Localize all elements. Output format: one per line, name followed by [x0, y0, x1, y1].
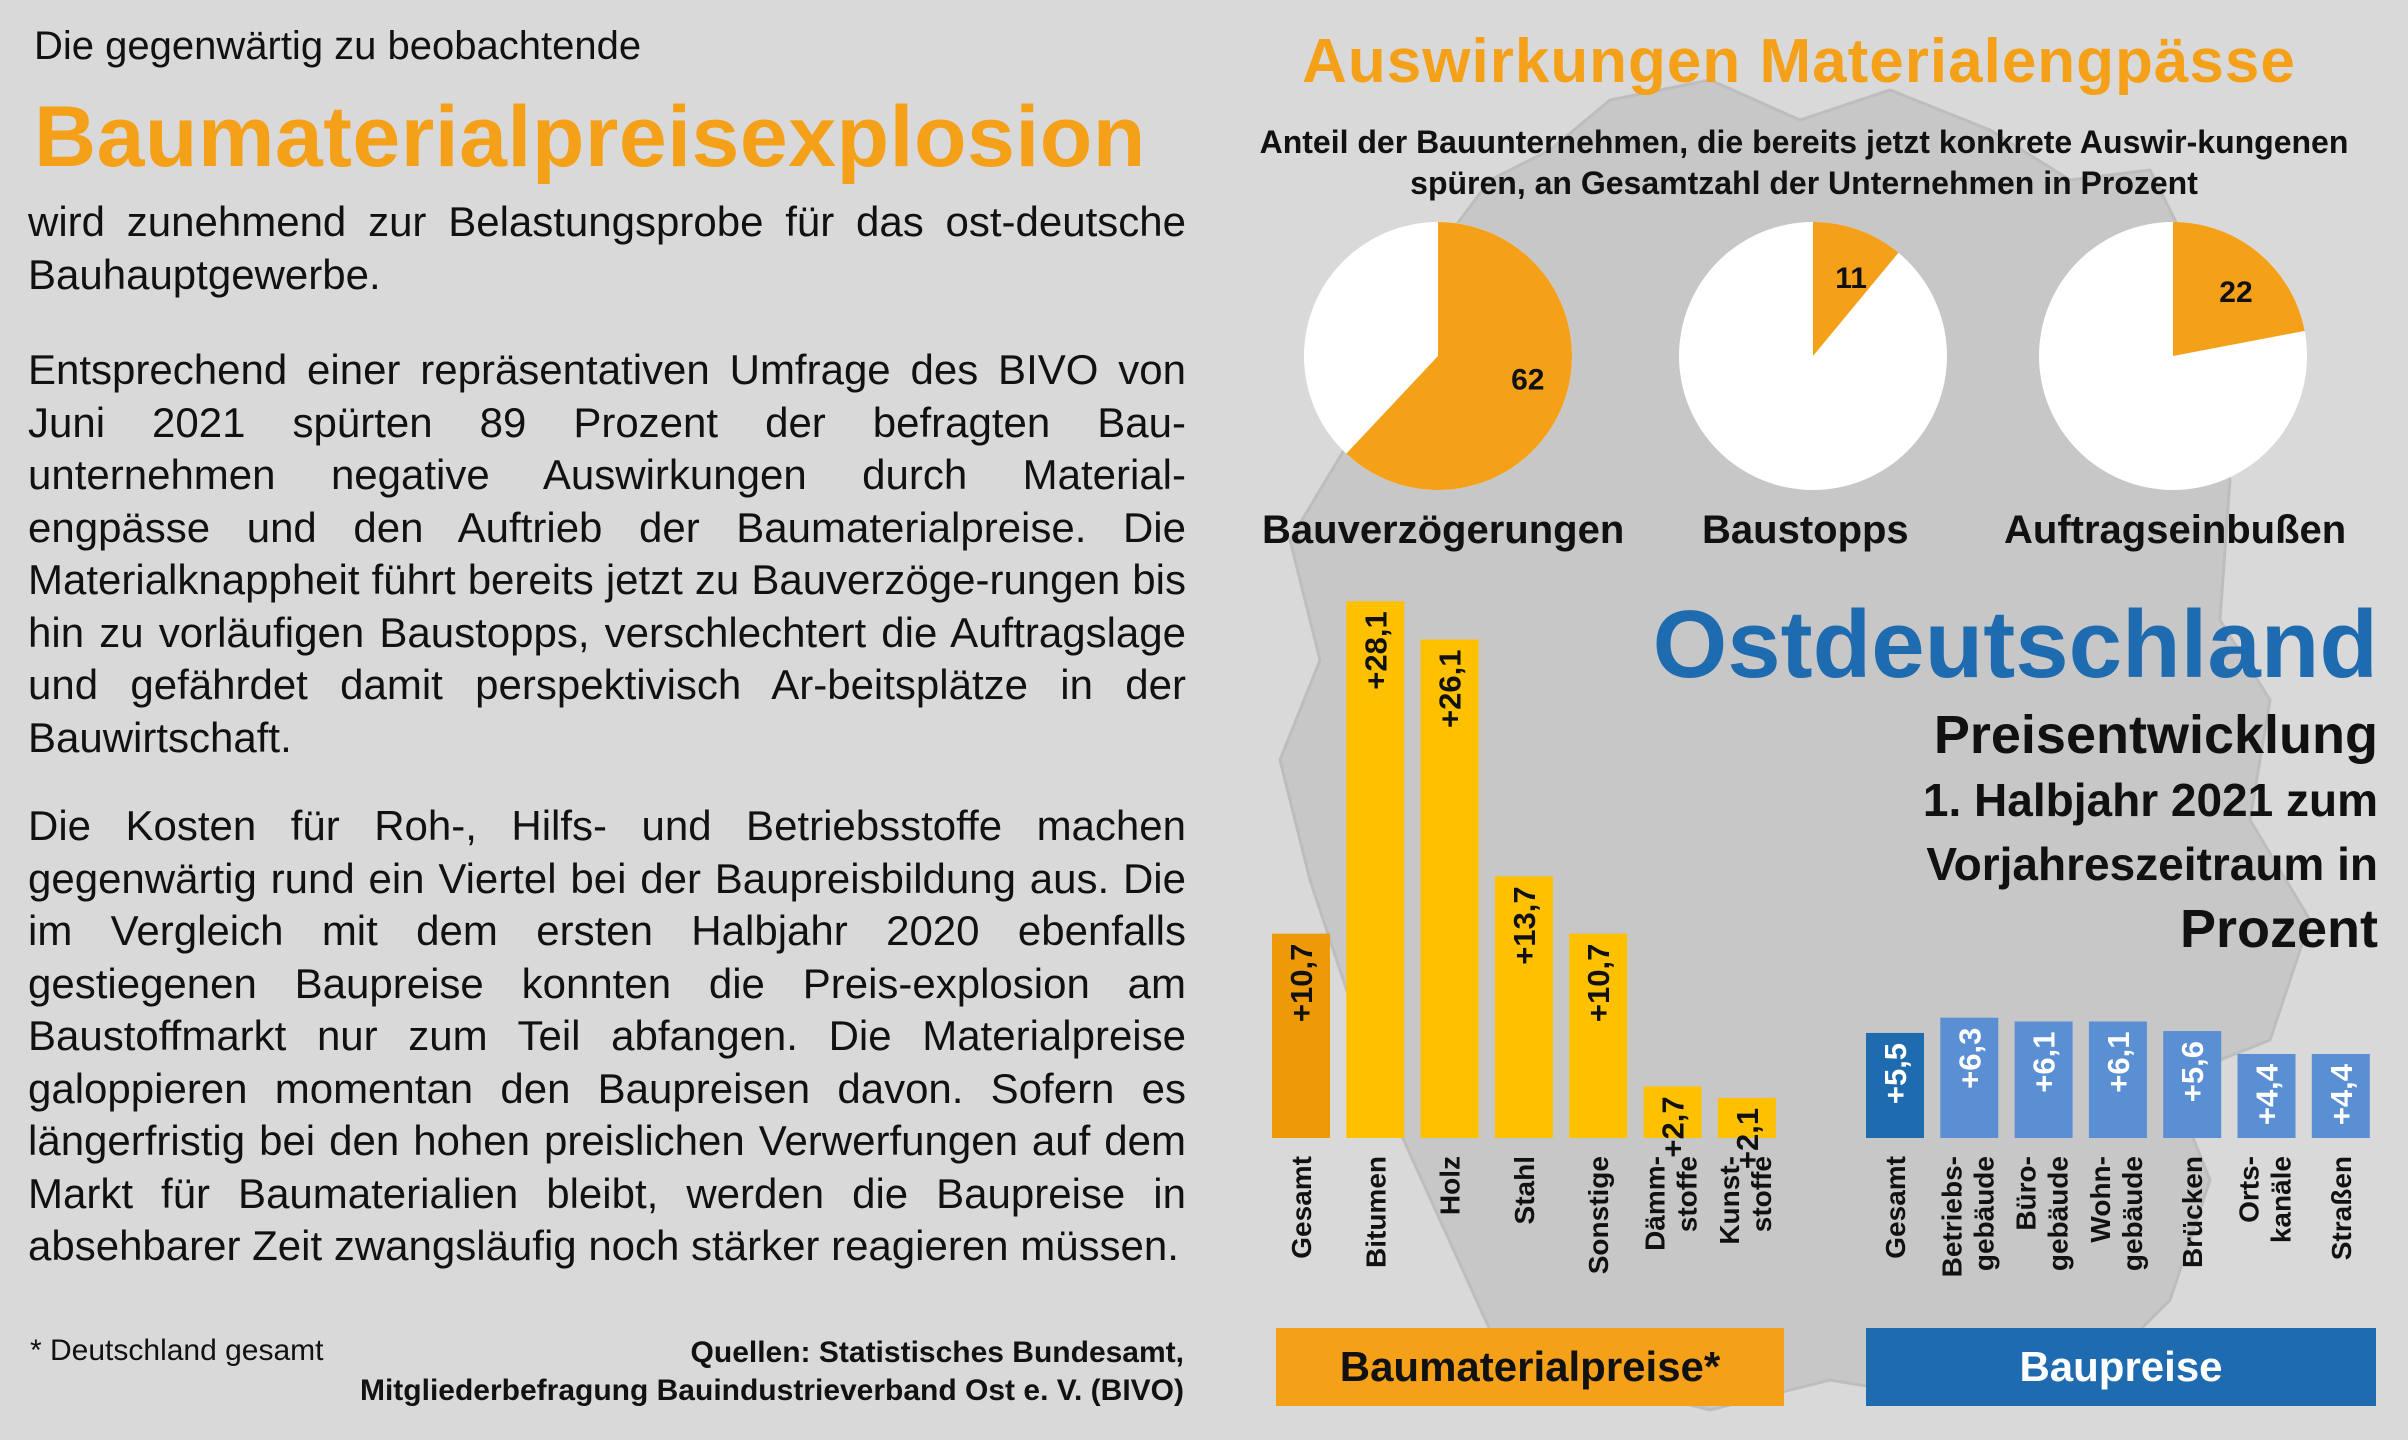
bar [2311, 1053, 2370, 1138]
bar [1866, 1032, 1924, 1138]
bar-category-label: Dämm- [1640, 1156, 1671, 1251]
bar-category-label: stoffe [1746, 1156, 1777, 1232]
pie-2: 11 [1679, 222, 1947, 490]
bar-value-label: +2,1 [1730, 1108, 1765, 1169]
bar [1420, 639, 1479, 1138]
bar-value-label: +4,4 [2250, 1063, 2285, 1125]
bar-value-label: +26,1 [1433, 649, 1468, 727]
baupreise-label-box: Baupreise [1866, 1328, 2376, 1406]
bar-charts: +10,7 Gesamt +28,1 Bitumen +26,1 Holz +13,7 Sta… [1272, 601, 2370, 1277]
headline: Baumaterialpreisexplosion [34, 89, 1146, 185]
intro-line: Die gegenwärtig zu beobachtende [34, 24, 642, 68]
preis-line-2b: Vorjahreszeitraum in [1926, 838, 2378, 890]
bar-category-label: Holz [1435, 1156, 1466, 1215]
bar [1643, 1086, 1702, 1138]
bar-category-label: Gesamt [1286, 1156, 1317, 1259]
bar-value-label: +2,7 [1656, 1096, 1691, 1157]
bar [1940, 1017, 1999, 1138]
bar-value-label: +4,4 [2324, 1063, 2359, 1125]
preis-line-2a: 1. Halbjahr 2021 zum [1922, 774, 2378, 826]
right-subtitle: Anteil der Bauunternehmen, die bereits j… [1259, 124, 2349, 201]
bar-category-label: Büro- [2011, 1156, 2042, 1231]
pie-slice-value [2173, 222, 2305, 356]
bar-value-label: +6,1 [2027, 1031, 2062, 1092]
bar-category-label: Bitumen [1360, 1156, 1391, 1268]
bar [2163, 1031, 2222, 1138]
bar-category-label: gebäude [2117, 1156, 2148, 1271]
bar-chart-baumaterialpreise: +10,7 Gesamt +28,1 Bitumen +26,1 Holz +13,7 Sta… [1272, 601, 1777, 1274]
bar [2088, 1021, 2147, 1138]
bar-value-label: +10,7 [1581, 944, 1616, 1022]
bar [1494, 876, 1553, 1138]
bar-value-label: +5,5 [1878, 1043, 1913, 1104]
price-development-heading: Preisentwicklung 1. Halbjahr 2021 zum Vo… [1778, 702, 2378, 962]
bar-category-label: gebäude [1968, 1156, 1999, 1271]
bar-category-label: Orts- [2234, 1156, 2265, 1223]
bar-value-label: +13,7 [1507, 886, 1542, 964]
bar-category-label: Gesamt [1880, 1156, 1911, 1259]
bar-category-label: Betriebs- [1936, 1156, 1967, 1277]
pie-label-auftragseinbussen: Auftragseinbußen [2004, 508, 2347, 552]
bar [1346, 601, 1405, 1138]
paragraph-3: Die Kosten für Roh-, Hilfs- und Betriebs… [28, 802, 1186, 1269]
pie-slice-value [1813, 222, 1899, 356]
bar-chart-baupreise: +5,5 Gesamt +6,3 Betriebs-gebäude +6,1 Büro-g… [1866, 1017, 2370, 1277]
right-title: Auswirkungen Materialengpässe [1302, 27, 2296, 96]
pie-3: 22 [2039, 222, 2307, 490]
bar-category-label: kanäle [2266, 1156, 2297, 1243]
bar-category-label: Stahl [1509, 1156, 1540, 1224]
pie-value-label: 11 [1835, 262, 1867, 295]
bar-value-label: +6,3 [1952, 1028, 1987, 1089]
bar-category-label: Brücken [2177, 1156, 2208, 1268]
pie-value-label: 22 [2219, 276, 2252, 309]
paragraph-1: wird zunehmend zur Belastungsprobe für d… [28, 198, 1186, 298]
pie-slice-value [1346, 222, 1572, 490]
pie-label-baustopps: Baustopps [1702, 508, 1909, 552]
pie-value-label: 62 [1511, 364, 1544, 397]
bar-category-label: Kunst- [1714, 1156, 1745, 1245]
pie-1: 62 [1304, 222, 1572, 490]
bar-category-label: stoffe [1672, 1156, 1703, 1232]
preis-line-1: Preisentwicklung [1933, 705, 2378, 765]
bar [2014, 1021, 2073, 1138]
bar [1272, 933, 1330, 1138]
bar-category-label: Straßen [2326, 1156, 2357, 1260]
bar-value-label: +10,7 [1284, 944, 1319, 1022]
pie-label-bauverzoegerungen: Bauverzögerungen [1262, 508, 1625, 552]
paragraph-2: Entsprechend einer repräsentativen Umfra… [28, 346, 1186, 761]
bar-category-label: gebäude [2043, 1156, 2074, 1271]
bar-value-label: +5,6 [2175, 1041, 2210, 1102]
bar-value-label: +28,1 [1358, 611, 1393, 689]
sources-line-1: Quellen: Statistisches Bundesamt, [690, 1336, 1184, 1369]
bar-category-label: Sonstige [1583, 1156, 1614, 1274]
footnote: * Deutschland gesamt [30, 1334, 324, 1367]
region-heading: Ostdeutschland [1652, 591, 2378, 698]
sources: Quellen: Statistisches Bundesamt, Mitgli… [360, 1334, 1184, 1410]
sources-line-2: Mitgliederbefragung Bauindustrieverband … [359, 1374, 1184, 1407]
bar [1717, 1097, 1776, 1138]
bar [2237, 1053, 2296, 1138]
preis-line-3: Prozent [2179, 899, 2378, 959]
pie-charts: 62 11 22 [1304, 222, 2307, 490]
bar-value-label: +6,1 [2101, 1031, 2136, 1092]
bar [1569, 933, 1628, 1138]
bar-category-label: Wohn- [2085, 1156, 2116, 1243]
baumaterialpreise-label-box: Baumaterialpreise* [1276, 1328, 1784, 1406]
